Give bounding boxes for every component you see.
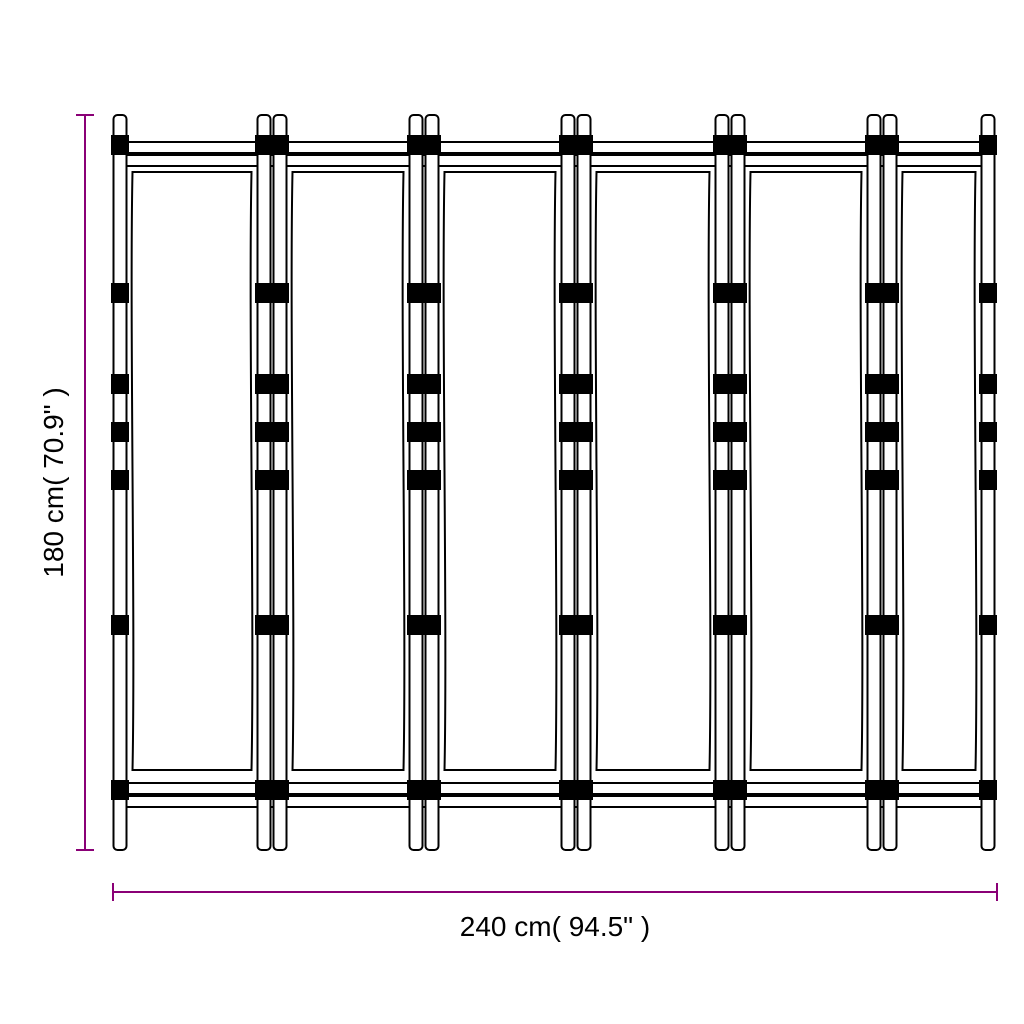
binding-clip xyxy=(255,374,273,394)
binding-clip xyxy=(979,780,997,800)
binding-clip xyxy=(713,283,731,303)
binding-clip xyxy=(407,615,425,635)
binding-clip xyxy=(979,135,997,155)
binding-clip xyxy=(255,615,273,635)
binding-clip xyxy=(255,283,273,303)
binding-clip xyxy=(713,615,731,635)
binding-clip xyxy=(881,780,899,800)
height-label: 180 cm( 70.9" ) xyxy=(38,387,69,577)
binding-clip xyxy=(111,780,129,800)
binding-clip xyxy=(271,283,289,303)
binding-clip xyxy=(713,470,731,490)
dimension-diagram: 180 cm( 70.9" ) 240 cm( 94.5" ) xyxy=(0,0,1024,1024)
binding-clip xyxy=(271,422,289,442)
binding-clip xyxy=(423,283,441,303)
binding-clip xyxy=(881,470,899,490)
binding-clip xyxy=(271,374,289,394)
binding-clip xyxy=(255,470,273,490)
binding-clip xyxy=(559,374,577,394)
binding-clip xyxy=(423,470,441,490)
binding-clip xyxy=(407,283,425,303)
binding-clip xyxy=(559,422,577,442)
binding-clip xyxy=(575,470,593,490)
rail xyxy=(121,796,989,807)
binding-clip xyxy=(729,615,747,635)
room-divider xyxy=(111,115,997,850)
binding-clip xyxy=(271,780,289,800)
binding-clip xyxy=(729,283,747,303)
binding-clip xyxy=(729,374,747,394)
binding-clip xyxy=(865,780,883,800)
fabric-panel xyxy=(902,172,977,770)
binding-clip xyxy=(881,615,899,635)
fabric-panel xyxy=(132,172,253,770)
binding-clip xyxy=(559,615,577,635)
binding-clip xyxy=(575,135,593,155)
binding-clip xyxy=(865,283,883,303)
binding-clip xyxy=(979,374,997,394)
binding-clip xyxy=(881,283,899,303)
binding-clip xyxy=(865,470,883,490)
binding-clip xyxy=(255,780,273,800)
binding-clip xyxy=(111,374,129,394)
binding-clip xyxy=(865,374,883,394)
binding-clip xyxy=(979,615,997,635)
binding-clip xyxy=(881,422,899,442)
binding-clip xyxy=(423,422,441,442)
binding-clip xyxy=(865,422,883,442)
binding-clip xyxy=(865,135,883,155)
binding-clip xyxy=(713,422,731,442)
binding-clip xyxy=(271,615,289,635)
binding-clip xyxy=(255,135,273,155)
binding-clip xyxy=(423,135,441,155)
binding-clip xyxy=(407,422,425,442)
binding-clip xyxy=(423,615,441,635)
binding-clip xyxy=(713,780,731,800)
binding-clip xyxy=(575,422,593,442)
binding-clip xyxy=(407,470,425,490)
rail xyxy=(121,783,989,794)
rail xyxy=(121,142,989,153)
binding-clip xyxy=(575,780,593,800)
binding-clip xyxy=(271,135,289,155)
binding-clip xyxy=(111,470,129,490)
binding-clip xyxy=(881,374,899,394)
binding-clip xyxy=(111,283,129,303)
fabric-panel xyxy=(596,172,711,770)
binding-clip xyxy=(111,422,129,442)
binding-clip xyxy=(423,780,441,800)
binding-clip xyxy=(575,615,593,635)
binding-clip xyxy=(559,780,577,800)
binding-clip xyxy=(865,615,883,635)
binding-clip xyxy=(575,374,593,394)
binding-clip xyxy=(713,135,731,155)
binding-clip xyxy=(559,470,577,490)
width-label: 240 cm( 94.5" ) xyxy=(460,911,650,942)
binding-clip xyxy=(979,470,997,490)
binding-clip xyxy=(271,470,289,490)
binding-clip xyxy=(729,470,747,490)
binding-clip xyxy=(729,422,747,442)
binding-clip xyxy=(713,374,731,394)
binding-clip xyxy=(881,135,899,155)
binding-clip xyxy=(575,283,593,303)
binding-clip xyxy=(979,283,997,303)
binding-clip xyxy=(255,422,273,442)
binding-clip xyxy=(407,780,425,800)
binding-clip xyxy=(729,780,747,800)
binding-clip xyxy=(559,283,577,303)
fabric-panel xyxy=(444,172,557,770)
binding-clip xyxy=(559,135,577,155)
fabric-panel xyxy=(750,172,863,770)
binding-clip xyxy=(407,374,425,394)
rail xyxy=(121,155,989,166)
binding-clip xyxy=(407,135,425,155)
binding-clip xyxy=(111,135,129,155)
fabric-panel xyxy=(292,172,405,770)
binding-clip xyxy=(729,135,747,155)
binding-clip xyxy=(979,422,997,442)
binding-clip xyxy=(423,374,441,394)
binding-clip xyxy=(111,615,129,635)
